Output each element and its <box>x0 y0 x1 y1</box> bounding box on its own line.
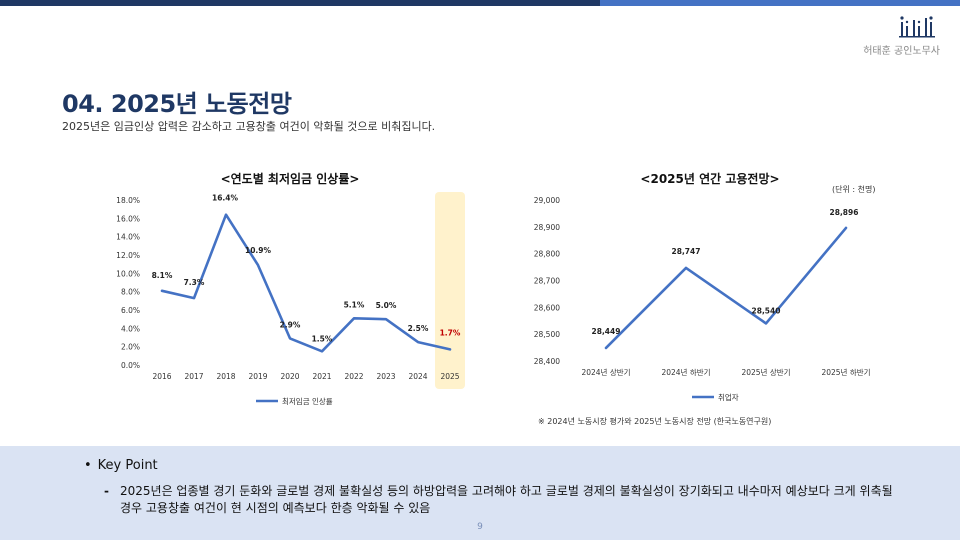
y-tick-label: 4.0% <box>121 324 140 333</box>
series-line <box>604 226 848 350</box>
data-label: 1.7% <box>440 328 461 337</box>
x-tick-label: 2019 <box>248 372 267 381</box>
chart2-title: <2025년 연간 고용전망> <box>640 172 780 186</box>
series-line <box>160 213 452 353</box>
y-tick-label: 18.0% <box>116 196 140 205</box>
data-label: 2.9% <box>280 320 301 329</box>
page-number: 9 <box>477 522 483 532</box>
key-point-box <box>0 446 960 540</box>
dash-icon: - <box>104 484 109 498</box>
employment-chart: 28,400 28,500 28,600 28,700 28,800 28,900 29,0… <box>534 196 871 402</box>
x-tick-label: 2024년 하반기 <box>661 367 710 377</box>
key-point-text: 2025년은 업종별 경기 둔화와 글로벌 경제 불확실성 등의 하방압력을 고… <box>120 484 893 515</box>
y-tick-label: 2.0% <box>121 343 140 352</box>
data-label: 28,449 <box>592 327 621 336</box>
min-wage-chart: 0.0% 2.0% 4.0% 6.0% 8.0% 10.0% 12.0% 14.0% 16.0%… <box>116 192 465 406</box>
chart2-source-note: ※ 2024년 노동시장 평가와 2025년 노동시장 전망 (한국노동연구원) <box>538 417 772 426</box>
data-label: 7.3% <box>184 278 205 287</box>
y-tick-label: 16.0% <box>116 214 140 223</box>
y-tick-label: 29,000 <box>534 196 560 205</box>
page-title: 04. 2025년 노동전망 <box>62 90 292 118</box>
legend-label: 최저임금 인상률 <box>282 396 333 406</box>
highlight-column <box>435 192 465 389</box>
x-tick-label: 2024년 상반기 <box>581 367 630 377</box>
key-point-heading-text: Key Point <box>97 458 158 473</box>
y-tick-label: 12.0% <box>116 251 140 260</box>
y-tick-label: 28,900 <box>534 223 560 232</box>
top-accent-bar <box>0 0 960 6</box>
brand-logo-icon <box>899 16 935 38</box>
data-label: 1.5% <box>312 334 333 343</box>
brand-name: 허태훈 공인노무사 <box>863 46 940 57</box>
y-tick-label: 28,600 <box>534 303 560 312</box>
y-tick-label: 0.0% <box>121 361 140 370</box>
page-subtitle: 2025년은 임금인상 압력은 감소하고 고용창출 여건이 악화될 것으로 비춰… <box>62 120 436 133</box>
x-tick-label: 2017 <box>184 372 203 381</box>
y-tick-label: 28,500 <box>534 330 560 339</box>
bullet-icon: • <box>84 458 92 473</box>
data-label: 28,540 <box>752 306 781 315</box>
x-tick-label: 2025년 상반기 <box>741 367 790 377</box>
top-accent-bar-dark <box>0 0 600 6</box>
x-tick-label: 2025 <box>440 372 459 381</box>
data-label: 28,896 <box>830 208 859 217</box>
y-tick-label: 28,800 <box>534 250 560 259</box>
y-tick-label: 8.0% <box>121 288 140 297</box>
chart2-unit-note: (단위 : 천명) <box>832 185 876 194</box>
x-tick-label: 2020 <box>280 372 299 381</box>
data-label: 5.1% <box>344 300 365 309</box>
data-label: 16.4% <box>212 194 239 203</box>
chart1-title: <연도별 최저임금 인상률> <box>220 172 360 186</box>
legend-label: 취업자 <box>718 393 739 402</box>
y-tick-label: 6.0% <box>121 306 140 315</box>
top-accent-bar-light <box>600 0 960 6</box>
x-tick-label: 2016 <box>152 372 171 381</box>
data-label: 2.5% <box>408 324 429 333</box>
data-label: 28,747 <box>672 247 701 256</box>
y-tick-label: 10.0% <box>116 269 140 278</box>
x-tick-label: 2025년 하반기 <box>821 367 870 377</box>
y-tick-label: 28,400 <box>534 357 560 366</box>
x-tick-label: 2018 <box>216 372 235 381</box>
x-tick-label: 2022 <box>344 372 363 381</box>
x-tick-label: 2023 <box>376 372 395 381</box>
y-tick-label: 14.0% <box>116 233 140 242</box>
data-label: 8.1% <box>152 271 173 280</box>
x-tick-label: 2024 <box>408 372 427 381</box>
data-label: 5.0% <box>376 301 397 310</box>
y-tick-label: 28,700 <box>534 277 560 286</box>
key-point-item: - 2025년은 업종별 경기 둔화와 글로벌 경제 불확실성 등의 하방압력을… <box>104 483 904 517</box>
data-label: 10.9% <box>245 246 272 255</box>
key-point-heading: • Key Point <box>84 458 158 473</box>
x-tick-label: 2021 <box>312 372 331 381</box>
